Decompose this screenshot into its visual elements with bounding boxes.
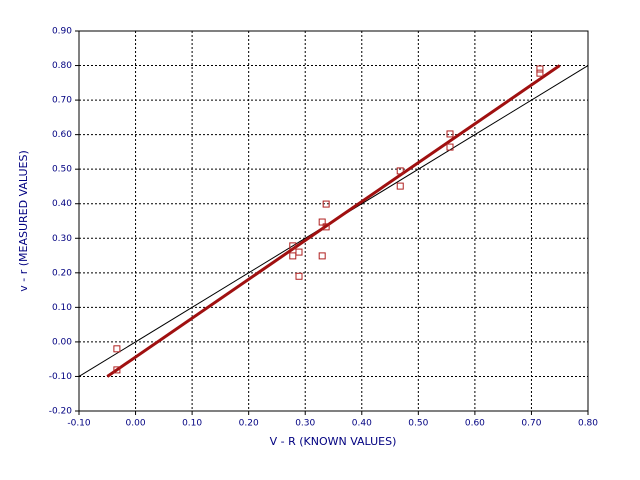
point bbox=[396, 182, 404, 190]
x-tick-label: 0.70 bbox=[521, 419, 541, 429]
y-tick-label: -0.10 bbox=[49, 372, 73, 382]
point bbox=[289, 252, 297, 260]
point bbox=[322, 200, 330, 208]
point bbox=[113, 345, 121, 353]
x-tick-label: 0.50 bbox=[408, 419, 428, 429]
y-tick-label: 0.40 bbox=[52, 199, 72, 209]
y-tick-label: 0.60 bbox=[52, 130, 72, 140]
point bbox=[318, 218, 326, 226]
point bbox=[289, 242, 297, 250]
y-tick-label: 0.90 bbox=[52, 27, 72, 37]
y-tick-label: 0.20 bbox=[52, 268, 72, 278]
y-axis-label: v - r (MEASURED VALUES) bbox=[17, 150, 30, 292]
x-tick-label: 0.30 bbox=[295, 419, 315, 429]
y-tick-label: 0.50 bbox=[52, 165, 72, 175]
point bbox=[113, 366, 121, 374]
point bbox=[295, 248, 303, 256]
x-tick-label: 0.60 bbox=[465, 419, 485, 429]
y-tick-label: -0.20 bbox=[49, 407, 73, 417]
fit-line bbox=[106, 64, 561, 378]
point bbox=[446, 143, 454, 151]
point bbox=[536, 69, 544, 77]
x-tick-label: 0.80 bbox=[578, 419, 598, 429]
y-tick-label: 0.80 bbox=[52, 61, 72, 71]
y-tick-label: 0.10 bbox=[52, 303, 72, 313]
point bbox=[295, 272, 303, 280]
x-tick-label: 0.10 bbox=[182, 419, 202, 429]
point bbox=[536, 65, 544, 73]
point bbox=[396, 167, 404, 175]
plot-frame bbox=[78, 30, 589, 412]
point bbox=[318, 252, 326, 260]
y-tick-label: 0.30 bbox=[52, 234, 72, 244]
y-tick-label: 0.70 bbox=[52, 96, 72, 106]
x-axis-label: V - R (KNOWN VALUES) bbox=[270, 435, 397, 448]
x-tick-label: 0.20 bbox=[239, 419, 259, 429]
x-tick-label: 0.40 bbox=[352, 419, 372, 429]
x-tick-label: 0.00 bbox=[126, 419, 146, 429]
point bbox=[322, 223, 330, 231]
point bbox=[446, 130, 454, 138]
y-tick-label: 0.00 bbox=[52, 337, 72, 347]
x-tick-label: -0.10 bbox=[67, 419, 91, 429]
